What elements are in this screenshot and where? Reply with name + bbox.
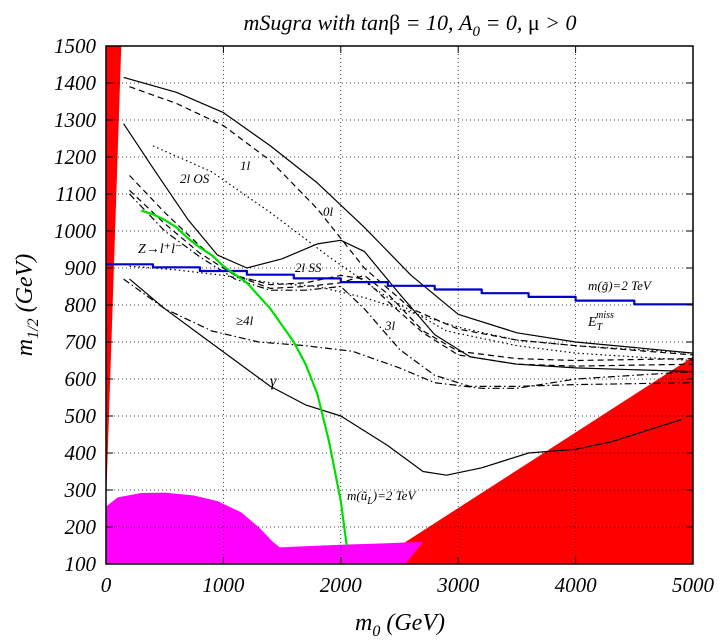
y-tick-label: 600 (65, 367, 97, 391)
x-tick-label: 5000 (672, 573, 715, 597)
region-excluded-right (371, 356, 693, 564)
x-tick-label: 3000 (436, 573, 480, 597)
xlabel-base: m (355, 610, 372, 636)
label-3l: 3l (384, 318, 396, 333)
x-axis-title: m0 (GeV) (355, 610, 445, 640)
curve-e-t-miss (123, 76, 694, 354)
y-tick-label: 1100 (56, 182, 97, 206)
title-prefix: mSugra with tan (244, 10, 389, 35)
title-mid: = 0, (480, 10, 528, 35)
region-lep-excluded (106, 492, 423, 564)
label-gamma: γ (270, 373, 277, 390)
y-tick-label: 1000 (54, 219, 97, 243)
label-4l: ≥4l (236, 313, 254, 328)
y-tick-label: 1400 (54, 71, 97, 95)
label-et-miss: ETmiss (587, 310, 614, 333)
ylabel-sub: 1/2 (25, 318, 42, 338)
ylabel-rest: (GeV) (12, 254, 38, 319)
label-2l-ss: 2l SS (295, 260, 322, 275)
curve-m-gluino-2-tev (106, 263, 693, 306)
curve-labels: 2l OS 1l 0l Z→l⁺l⁻ 2l SS ≥4l 3l γ m(g̃)=… (138, 158, 653, 507)
x-tick-label: 2000 (320, 573, 363, 597)
curve-m-squark-ul-2-tev (140, 209, 348, 546)
curve-gamma (129, 278, 682, 476)
ylabel-base: m (12, 339, 38, 356)
title-a-sub: 0 (472, 24, 480, 40)
x-tick-label: 0 (101, 573, 112, 597)
y-axis-title: m1/2 (GeV) (12, 254, 42, 356)
curve-2l-os-dotted (152, 145, 694, 362)
curve-z-l-l (129, 265, 694, 354)
xlabel-rest: (GeV) (380, 610, 445, 636)
y-tick-label: 200 (65, 515, 97, 539)
axis-tick-labels: 0 1000 2000 3000 4000 5000 100 200 300 400 500 600 7… (54, 34, 715, 597)
curve-4l (123, 278, 694, 389)
y-tick-label: 100 (65, 552, 97, 576)
xlabel-sub: 0 (372, 623, 380, 640)
y-tick-label: 700 (65, 330, 97, 354)
label-squark-mass: m(ũL)=2 TeV (347, 488, 417, 507)
y-tick-label: 500 (65, 404, 97, 428)
title-suffix: > 0 (540, 10, 577, 35)
x-tick-label: 1000 (202, 573, 245, 597)
region-excluded-left (106, 46, 122, 564)
y-tick-label: 900 (65, 256, 97, 280)
curve-2l-ss (129, 189, 694, 367)
label-2l-os: 2l OS (180, 171, 210, 186)
curve-0l (123, 123, 694, 373)
y-tick-label: 400 (65, 441, 97, 465)
excluded-regions (106, 46, 693, 564)
y-tick-label: 800 (65, 293, 97, 317)
y-tick-label: 300 (64, 478, 97, 502)
label-1l: 1l (240, 158, 251, 173)
y-tick-label: 1200 (54, 145, 97, 169)
title-mu: μ (528, 10, 540, 35)
label-gluino-mass: m(g̃)=2 TeV (588, 278, 653, 293)
y-tick-label: 1500 (54, 34, 97, 58)
title-beta: β (389, 10, 400, 35)
axis-ticks (105, 45, 694, 565)
label-z-ll: Z→l⁺l⁻ (138, 242, 182, 257)
reach-curves (106, 76, 694, 546)
curve-3l (129, 193, 694, 387)
title-eq: = 10, A (400, 10, 473, 35)
y-tick-label: 1300 (54, 108, 97, 132)
x-tick-label: 4000 (555, 573, 598, 597)
chart-title: mSugra with tanβ = 10, A0 = 0, μ > 0 (244, 10, 577, 40)
label-0l: 0l (323, 204, 334, 219)
